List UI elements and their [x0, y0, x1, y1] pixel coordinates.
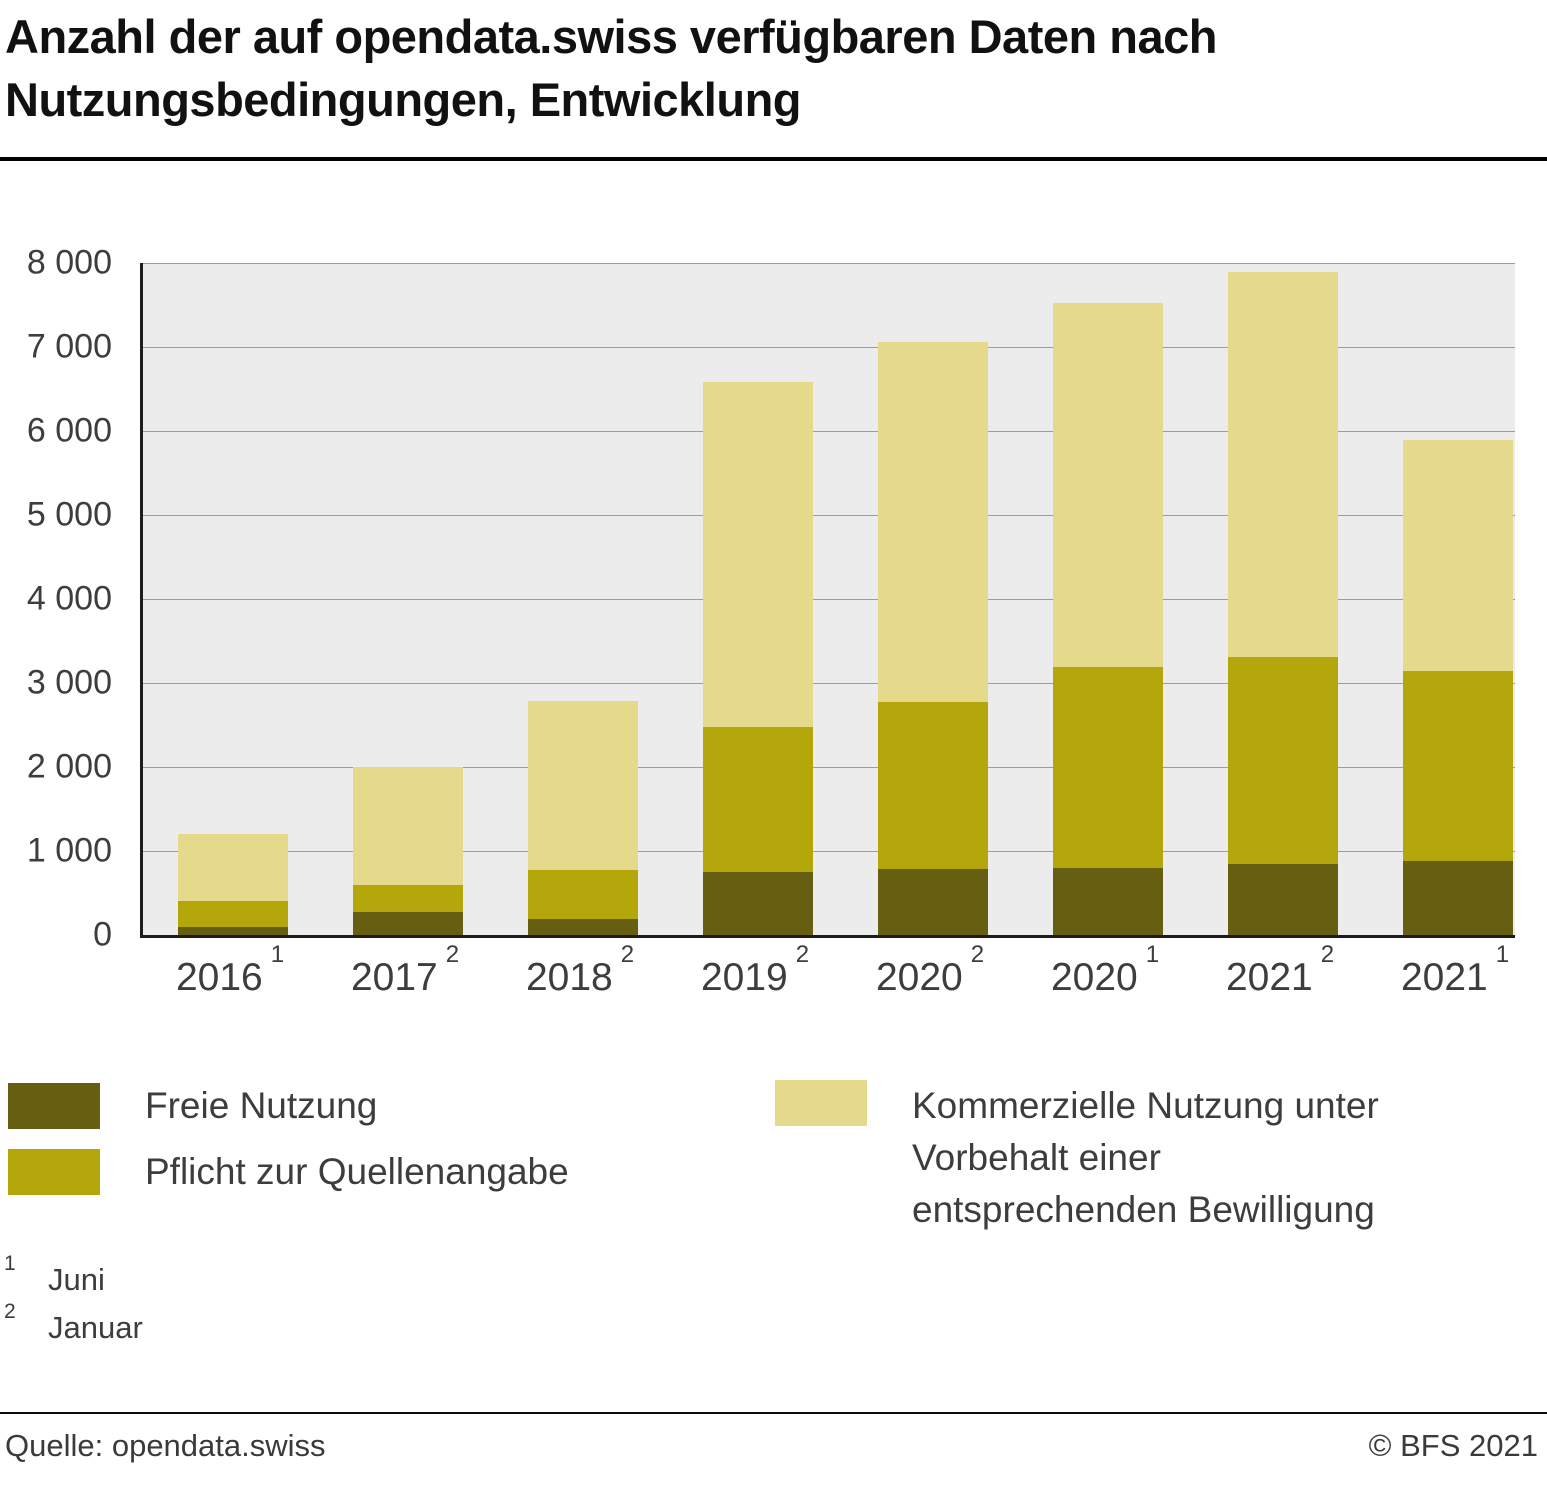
gridline-6000	[143, 430, 1515, 432]
x-tick-label-2019-fn2: 20192	[700, 941, 810, 999]
title-divider	[0, 157, 1547, 161]
y-axis-labels: 8 000 7 000 6 000 5 000 4 000 3 000 2 000 1 000…	[0, 244, 112, 954]
footnote-marker-1: 1	[4, 1252, 16, 1275]
bar-2016-fn1	[178, 834, 288, 935]
copyright-text: © BFS 2021	[1368, 1428, 1538, 1463]
segment-freie-nutzung	[878, 869, 988, 935]
segment-pflicht-quellenangabe	[178, 901, 288, 927]
y-tick-label-2000: 2 000	[26, 747, 112, 786]
segment-kommerzielle-nutzung	[1053, 302, 1163, 668]
x-axis-labels: 20161 20172 20182 20192 20202 20201 20212 20211	[140, 941, 1525, 1015]
title-line-1: Anzahl der auf opendata.swiss verfügbare…	[5, 10, 1217, 63]
x-tick-label-2018-fn2: 20182	[525, 941, 635, 999]
segment-kommerzielle-nutzung	[878, 341, 988, 703]
footnote-text-januar: Januar	[48, 1310, 143, 1345]
x-tick-label-2020-fn1: 20201	[1050, 941, 1160, 999]
y-tick-label-7000: 7 000	[26, 327, 112, 366]
source-text: Quelle: opendata.swiss	[5, 1428, 326, 1463]
bar-2019-fn2	[703, 382, 813, 935]
legend-label-pflicht-quellenangabe: Pflicht zur Quellenangabe	[145, 1151, 569, 1192]
footnote-januar: 2 Januar	[4, 1300, 143, 1358]
legend-item-pflicht-quellenangabe: Pflicht zur Quellenangabe	[8, 1146, 569, 1198]
segment-kommerzielle-nutzung	[1403, 440, 1513, 672]
legend-label-kommerzielle-line-1: Kommerzielle Nutzung unter	[912, 1085, 1379, 1126]
gridline-1000	[143, 850, 1515, 852]
footnote-juni: 1 Juni	[4, 1252, 105, 1310]
y-tick-label-6000: 6 000	[26, 411, 112, 450]
segment-freie-nutzung	[703, 872, 813, 935]
gridline-8000	[143, 262, 1515, 264]
gridline-2000	[143, 766, 1515, 768]
footer: Quelle: opendata.swiss © BFS 2021	[5, 1428, 1538, 1464]
x-tick-label-2021-fn2: 20212	[1225, 941, 1335, 999]
segment-pflicht-quellenangabe	[1228, 656, 1338, 865]
y-tick-label-5000: 5 000	[26, 495, 112, 534]
y-tick-label-1000: 1 000	[26, 831, 112, 870]
gridline-3000	[143, 682, 1515, 684]
y-tick-label-3000: 3 000	[26, 663, 112, 702]
bar-2017-fn2	[353, 767, 463, 935]
gridline-4000	[143, 598, 1515, 600]
footnote-text-juni: Juni	[48, 1262, 105, 1297]
bar-2020-fn2	[878, 341, 988, 935]
legend-label-kommerzielle-line-2: Vorbehalt einer	[912, 1137, 1161, 1178]
footnotes: 1 Juni 2 Januar	[4, 1252, 143, 1358]
gridline-5000	[143, 514, 1515, 516]
legend-swatch-kommerzielle-nutzung	[775, 1080, 867, 1126]
bar-2021-fn2	[1228, 272, 1338, 935]
chart-title: Anzahl der auf opendata.swiss verfügbare…	[5, 5, 1217, 131]
segment-freie-nutzung	[178, 926, 288, 935]
legend-label-freie-nutzung: Freie Nutzung	[145, 1085, 378, 1126]
bar-2018-fn2	[528, 700, 638, 935]
plot-area	[140, 262, 1515, 938]
title-line-2: Nutzungsbedingungen, Entwicklung	[5, 73, 801, 126]
y-tick-label-0: 0	[93, 915, 112, 954]
segment-pflicht-quellenangabe	[1053, 667, 1163, 868]
segment-pflicht-quellenangabe	[353, 884, 463, 913]
segment-kommerzielle-nutzung	[178, 834, 288, 902]
segment-pflicht-quellenangabe	[1403, 671, 1513, 862]
segment-kommerzielle-nutzung	[703, 382, 813, 727]
x-tick-label-2021-fn1: 20211	[1400, 941, 1510, 999]
legend-item-freie-nutzung: Freie Nutzung	[8, 1080, 377, 1132]
legend-item-kommerzielle-nutzung: Kommerzielle Nutzung unter Vorbehalt ein…	[775, 1080, 1379, 1236]
x-tick-label-2016-fn1: 20161	[175, 941, 285, 999]
legend-label-kommerzielle-nutzung: Kommerzielle Nutzung unter Vorbehalt ein…	[912, 1080, 1379, 1236]
segment-pflicht-quellenangabe	[703, 726, 813, 872]
segment-freie-nutzung	[528, 919, 638, 935]
footer-divider	[0, 1412, 1547, 1414]
y-tick-label-8000: 8 000	[26, 243, 112, 282]
legend: Freie Nutzung Pflicht zur Quellenangabe …	[8, 1080, 1539, 1260]
gridline-7000	[143, 346, 1515, 348]
segment-freie-nutzung	[1403, 861, 1513, 935]
legend-label-kommerzielle-line-3: entsprechenden Bewilligung	[912, 1189, 1375, 1230]
segment-freie-nutzung	[1053, 867, 1163, 935]
segment-kommerzielle-nutzung	[528, 700, 638, 870]
segment-freie-nutzung	[353, 912, 463, 935]
segment-pflicht-quellenangabe	[528, 869, 638, 920]
segment-kommerzielle-nutzung	[1228, 272, 1338, 657]
bar-2020-fn1	[1053, 302, 1163, 935]
segment-freie-nutzung	[1228, 864, 1338, 935]
bar-2021-fn1	[1403, 440, 1513, 935]
segment-pflicht-quellenangabe	[878, 702, 988, 870]
segment-kommerzielle-nutzung	[353, 767, 463, 885]
x-tick-label-2020-fn2: 20202	[875, 941, 985, 999]
footnote-marker-2: 2	[4, 1300, 16, 1323]
y-tick-label-4000: 4 000	[26, 579, 112, 618]
legend-swatch-freie-nutzung	[8, 1083, 100, 1129]
legend-swatch-pflicht-quellenangabe	[8, 1149, 100, 1195]
x-tick-label-2017-fn2: 20172	[350, 941, 460, 999]
